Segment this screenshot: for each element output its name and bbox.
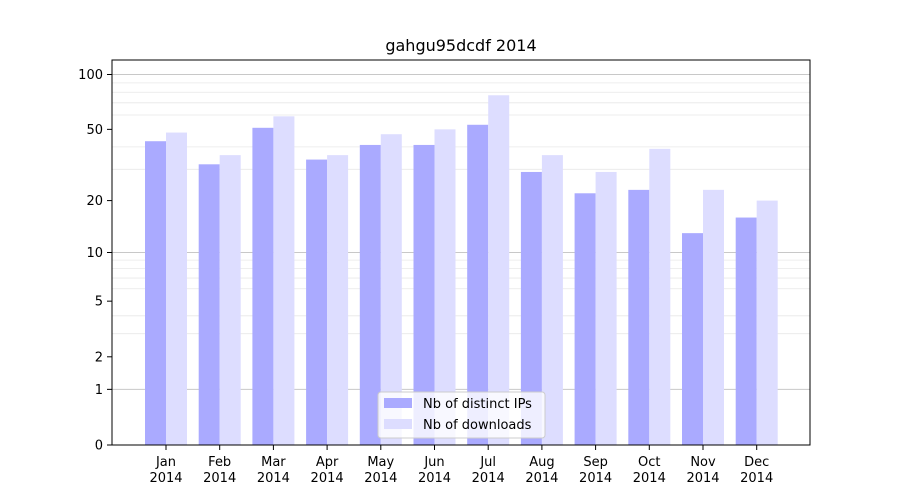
x-tick-label: Mar 2014 [257,455,290,486]
x-tick-year: 2014 [203,471,236,486]
bar-distinct-ips [198,164,220,445]
bar-downloads [703,189,724,445]
bar-downloads [273,116,295,446]
x-tick-year: 2014 [633,471,666,486]
bar-downloads [541,155,563,446]
bar-distinct-ips [467,124,489,445]
bar-distinct-ips [574,193,596,445]
x-tick-month: Dec [744,455,769,470]
bar-downloads [380,134,402,445]
bar-distinct-ips [628,189,650,445]
x-tick-year: 2014 [740,471,773,486]
x-tick-month: Apr [316,455,339,470]
x-tick-label: Feb 2014 [203,455,236,486]
y-tick-label: 10 [86,246,103,261]
x-tick-month: Jan [155,455,176,470]
chart-title: gahgu95dcdf 2014 [385,36,536,55]
x-tick-label: Nov 2014 [686,455,719,486]
x-tick-month: Sep [583,455,608,470]
x-tick-label: Dec 2014 [740,455,773,486]
legend-label: Nb of downloads [423,418,532,433]
x-tick-year: 2014 [579,471,612,486]
bar-distinct-ips [413,144,435,445]
x-tick-month: Oct [638,455,660,470]
bar-downloads [756,200,778,445]
x-tick-month: Mar [261,455,286,470]
y-tick-label: 1 [95,383,103,398]
bar-distinct-ips [520,171,542,445]
x-tick-label: May 2014 [364,455,397,486]
x-tick-label: Jan 2014 [149,455,182,486]
x-tick-label: Jul 2014 [472,455,505,486]
bar-downloads [219,155,241,446]
x-tick-year: 2014 [418,471,451,486]
plot-frame [111,59,811,446]
legend-swatch [384,419,412,429]
y-tick-label: 0 [95,439,103,454]
x-tick-label: Sep 2014 [579,455,612,486]
bar-distinct-ips [145,141,166,446]
x-tick-month: Nov [690,455,716,470]
legend-swatch [384,398,412,408]
x-tick-label: Aug 2014 [525,455,558,486]
legend-label: Nb of distinct IPs [423,397,532,412]
bar-distinct-ips [359,144,381,445]
bar-downloads [327,155,349,446]
bar-downloads [649,148,671,445]
x-tick-month: Jul [479,455,496,470]
x-tick-month: Feb [208,455,231,470]
x-tick-year: 2014 [525,471,558,486]
legend-box [377,391,546,439]
x-tick-year: 2014 [257,471,290,486]
bars [145,95,778,446]
y-tick-label: 2 [95,350,103,365]
bar-distinct-ips [306,159,328,445]
legend: Nb of distinct IPs Nb of downloads [377,391,546,439]
x-tick-month: Aug [529,455,554,470]
y-tick-label: 5 [95,295,103,310]
bar-distinct-ips [682,233,703,445]
x-tick-year: 2014 [472,471,505,486]
y-axis: 0 1 2 5 10 20 50 100 [78,68,112,454]
bar-distinct-ips [735,217,757,445]
bar-downloads [434,129,456,445]
y-tick-label: 20 [86,194,103,209]
x-tick-year: 2014 [686,471,719,486]
bar-distinct-ips [252,127,274,446]
bar-downloads [595,171,617,445]
y-tick-label: 50 [86,123,103,138]
x-tick-label: Oct 2014 [633,455,666,486]
x-tick-year: 2014 [311,471,344,486]
x-tick-year: 2014 [149,471,182,486]
x-tick-month: Jun [423,455,444,470]
y-tick-label: 100 [78,68,103,83]
x-tick-year: 2014 [364,471,397,486]
bar-downloads [166,132,187,446]
x-tick-month: May [367,455,394,470]
x-tick-label: Apr 2014 [311,455,344,486]
bar-downloads [488,95,510,445]
x-tick-label: Jun 2014 [418,455,451,486]
